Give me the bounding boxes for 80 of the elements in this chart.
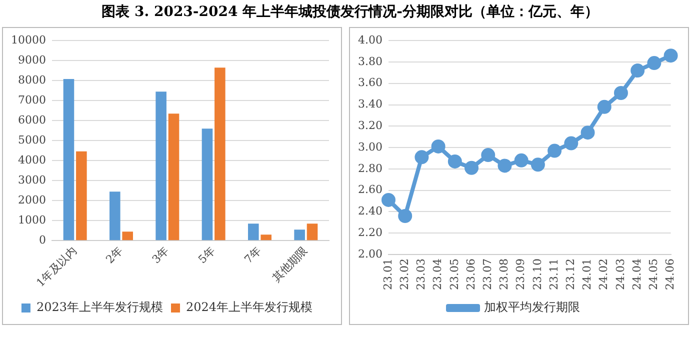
point [630,64,645,78]
y-tick-label: 6000 [18,113,46,126]
bar [122,232,133,240]
y-tick-label: 8000 [18,73,46,86]
point [548,144,562,158]
x-tick-label: 23.05 [448,258,461,290]
point [564,136,578,150]
x-tick-label: 1年及以内 [34,244,80,290]
x-tick-label: 23.07 [480,258,494,290]
y-tick-label: 10000 [10,33,46,46]
point [431,139,446,154]
bar [248,224,259,240]
point [414,150,429,164]
y-tick-label: 3.40 [358,98,382,111]
y-tick-label: 2.20 [358,226,382,239]
x-tick-label: 2年 [103,244,126,266]
y-tick-label: 3.60 [358,76,382,90]
y-tick-label: 4.00 [358,33,382,46]
point [530,158,545,172]
x-tick-label: 23.11 [547,258,560,290]
bar [156,92,166,240]
y-tick-label: 4000 [18,153,46,166]
point [647,56,662,70]
x-tick-label: 23.06 [464,258,478,290]
y-tick-label: 2.00 [358,247,382,260]
x-tick-label: 24.04 [630,258,644,290]
x-tick-label: 24.03 [614,258,627,290]
point [597,100,612,114]
x-tick-label: 23.12 [564,258,578,290]
point [464,160,479,175]
x-tick-label: 23.08 [498,258,511,290]
x-tick-label: 23.04 [431,258,444,290]
y-tick-label: 5000 [18,133,46,146]
point [481,148,496,162]
point [398,209,412,224]
x-tick-label: 其他期限 [270,244,310,285]
x-tick-label: 24.01 [580,258,594,290]
legend-label: 加权平均发行期限 [484,300,580,314]
y-tick-label: 2.60 [358,183,382,196]
x-tick-label: 23.09 [514,258,528,290]
bar [294,230,305,240]
bar [76,151,87,240]
x-tick-label: 3年 [150,244,172,266]
point [580,126,595,140]
point [381,192,396,207]
x-tick-label: 23.02 [398,258,411,290]
y-tick-label: 3000 [18,173,46,186]
bar [214,68,226,240]
x-tick-label: 5年 [196,244,218,266]
bar [202,128,213,240]
point [514,153,528,168]
x-tick-label: 7年 [242,244,264,266]
x-tick-label: 23.01 [381,258,394,290]
x-tick-label: 23.03 [414,258,428,290]
y-tick-label: 2.80 [358,162,382,175]
y-tick-label: 3.00 [358,140,382,154]
y-tick-label: 2.40 [358,204,382,218]
bar [110,192,120,240]
y-tick-label: 2000 [18,193,46,206]
bar [306,224,318,240]
point [448,154,462,168]
legend-label: 2023年上半年发行规模 [36,300,164,314]
bar [168,114,180,240]
point [614,86,628,100]
x-tick-label: 24.06 [664,258,677,290]
y-tick-label: 7000 [18,93,46,106]
y-tick-label: 1000 [18,213,46,226]
legend-label: 2024年上半年发行规模 [186,300,313,314]
y-tick-label: 0 [38,233,46,246]
x-tick-label: 24.05 [647,258,660,290]
y-tick-label: 3.80 [358,54,382,68]
point [664,48,678,63]
y-tick-label: 9000 [18,53,46,66]
chart-title: 图表 3. 2023-2024 年上半年城投债发行情况-分期限对比（单位：亿元、年） [100,3,600,21]
point [498,158,512,173]
x-tick-label: 24.02 [597,258,610,290]
x-tick-label: 23.10 [530,258,544,290]
y-tick-label: 3.20 [358,119,382,132]
bar [63,79,74,240]
bar [260,234,272,240]
